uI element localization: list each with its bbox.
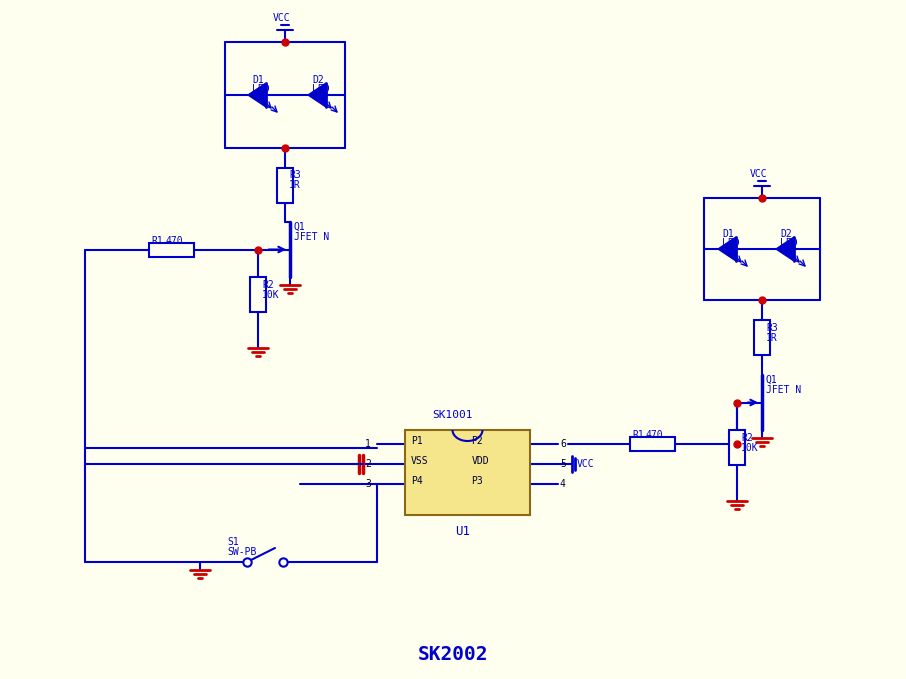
Text: 4: 4 <box>560 479 566 489</box>
Polygon shape <box>308 83 326 107</box>
Text: 2: 2 <box>365 459 371 469</box>
Text: 1R: 1R <box>289 181 301 191</box>
Bar <box>250 277 266 312</box>
Text: VDD: VDD <box>471 456 489 466</box>
Text: VCC: VCC <box>577 459 594 469</box>
Polygon shape <box>248 83 266 107</box>
Text: D1: D1 <box>252 75 264 85</box>
Text: LED: LED <box>312 84 330 94</box>
Text: Q1: Q1 <box>766 375 777 385</box>
Text: LED: LED <box>722 238 739 248</box>
Text: R3: R3 <box>289 170 301 181</box>
Text: P3: P3 <box>471 476 483 486</box>
Bar <box>149 242 194 257</box>
Text: SK1001: SK1001 <box>432 410 473 420</box>
Bar <box>277 168 293 202</box>
Text: D2: D2 <box>312 75 323 85</box>
Text: R2: R2 <box>262 280 274 290</box>
Text: 6: 6 <box>560 439 566 449</box>
Text: P2: P2 <box>471 436 483 446</box>
Text: 3: 3 <box>365 479 371 489</box>
Bar <box>729 430 745 465</box>
Polygon shape <box>776 237 794 261</box>
Bar <box>754 320 770 355</box>
Text: VCC: VCC <box>750 169 767 179</box>
Text: JFET N: JFET N <box>294 232 329 242</box>
Text: JFET N: JFET N <box>766 385 801 395</box>
Text: 10K: 10K <box>262 290 280 300</box>
Text: SW-PB: SW-PB <box>227 547 256 557</box>
Text: VCC: VCC <box>273 13 291 23</box>
Bar <box>630 437 675 451</box>
Text: R1: R1 <box>632 430 644 440</box>
Text: 1: 1 <box>365 439 371 449</box>
Text: R3: R3 <box>766 323 777 333</box>
Text: 470: 470 <box>646 430 663 440</box>
Text: P4: P4 <box>411 476 423 486</box>
Text: D2: D2 <box>780 229 792 239</box>
Text: 1R: 1R <box>766 333 777 343</box>
Text: U1: U1 <box>456 525 470 538</box>
Text: VSS: VSS <box>411 456 429 466</box>
Text: P1: P1 <box>411 436 423 446</box>
Text: R2: R2 <box>741 433 753 443</box>
Text: LED: LED <box>780 238 797 248</box>
Text: S1: S1 <box>227 537 239 547</box>
Text: 10K: 10K <box>741 443 758 453</box>
Text: R1: R1 <box>151 236 163 246</box>
Polygon shape <box>718 237 736 261</box>
Text: SK2002: SK2002 <box>418 645 488 664</box>
Text: LED: LED <box>252 84 270 94</box>
Text: D1: D1 <box>722 229 734 239</box>
FancyBboxPatch shape <box>405 430 530 515</box>
Text: 470: 470 <box>165 236 183 246</box>
Text: 5: 5 <box>560 459 566 469</box>
Text: Q1: Q1 <box>294 222 305 232</box>
